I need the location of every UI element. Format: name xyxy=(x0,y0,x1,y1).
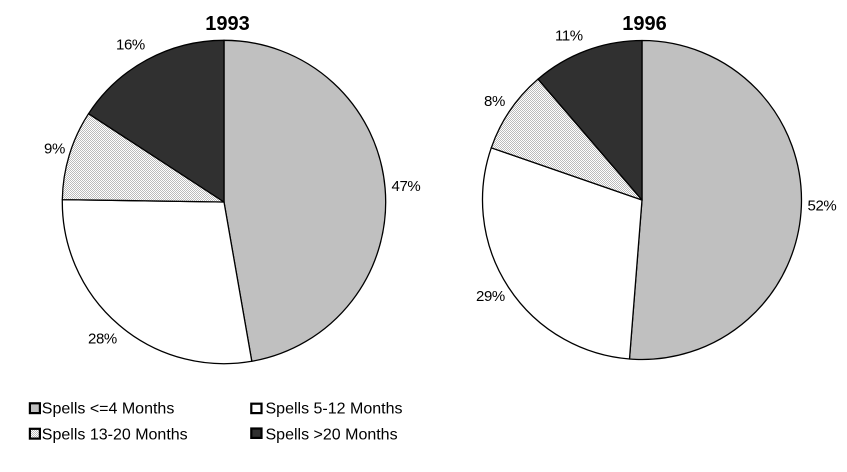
svg-text:52%: 52% xyxy=(808,197,837,214)
svg-text:28%: 28% xyxy=(88,331,117,348)
svg-text:1993: 1993 xyxy=(205,13,250,35)
svg-text:Spells <=4 Months: Spells <=4 Months xyxy=(42,401,175,418)
svg-text:8%: 8% xyxy=(484,93,505,110)
svg-text:Spells 13-20 Months: Spells 13-20 Months xyxy=(42,426,188,443)
svg-text:9%: 9% xyxy=(44,141,65,158)
svg-text:16%: 16% xyxy=(116,36,145,53)
svg-text:11%: 11% xyxy=(555,27,583,44)
svg-text:1996: 1996 xyxy=(622,13,667,35)
svg-text:29%: 29% xyxy=(476,288,505,305)
svg-text:Spells >20 Months: Spells >20 Months xyxy=(266,426,398,443)
svg-text:Spells 5-12 Months: Spells 5-12 Months xyxy=(266,401,403,418)
svg-text:47%: 47% xyxy=(392,178,421,195)
